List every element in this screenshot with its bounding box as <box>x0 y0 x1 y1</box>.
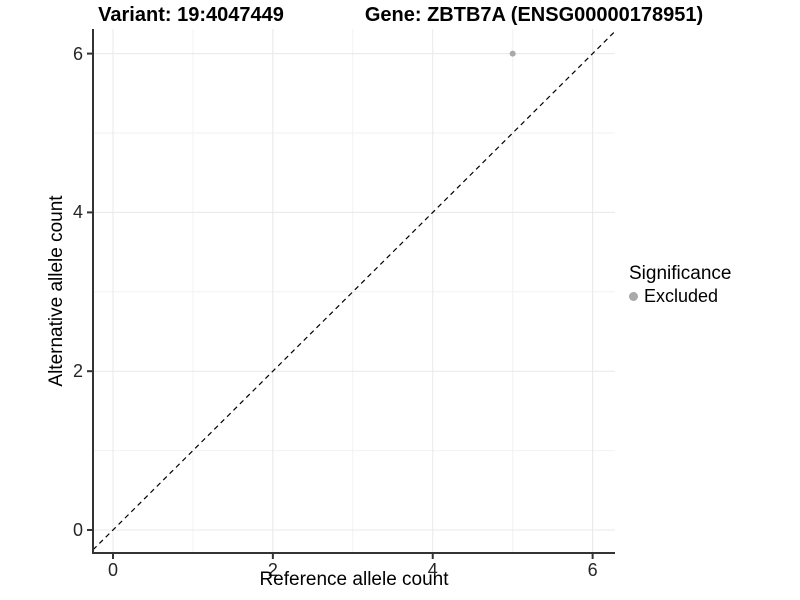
y-axis-label: Alternative allele count <box>46 195 67 387</box>
x-tick-label: 2 <box>267 560 278 580</box>
x-tick-label: 0 <box>107 560 118 580</box>
x-tick-label: 6 <box>587 560 598 580</box>
x-tick-label: 4 <box>427 560 438 580</box>
legend-point-icon <box>629 291 638 301</box>
legend-item-label: Excluded <box>644 286 719 306</box>
data-point <box>509 50 516 57</box>
legend: Significance Excluded <box>629 263 731 306</box>
gene-title: Gene: ZBTB7A (ENSG00000178951) <box>364 4 704 26</box>
y-tick-label: 4 <box>72 202 83 223</box>
identity-reference-line <box>92 30 616 551</box>
x-axis-label: Reference allele count <box>259 569 449 590</box>
y-tick-label: 2 <box>72 361 83 382</box>
legend-title: Significance <box>629 263 732 284</box>
legend-item: Excluded <box>629 286 731 306</box>
variant-title: Variant: 19:4047449 <box>98 4 284 26</box>
y-tick-label: 6 <box>72 43 83 64</box>
legend-items: Excluded <box>629 286 731 306</box>
y-tick-label: 0 <box>72 519 83 540</box>
